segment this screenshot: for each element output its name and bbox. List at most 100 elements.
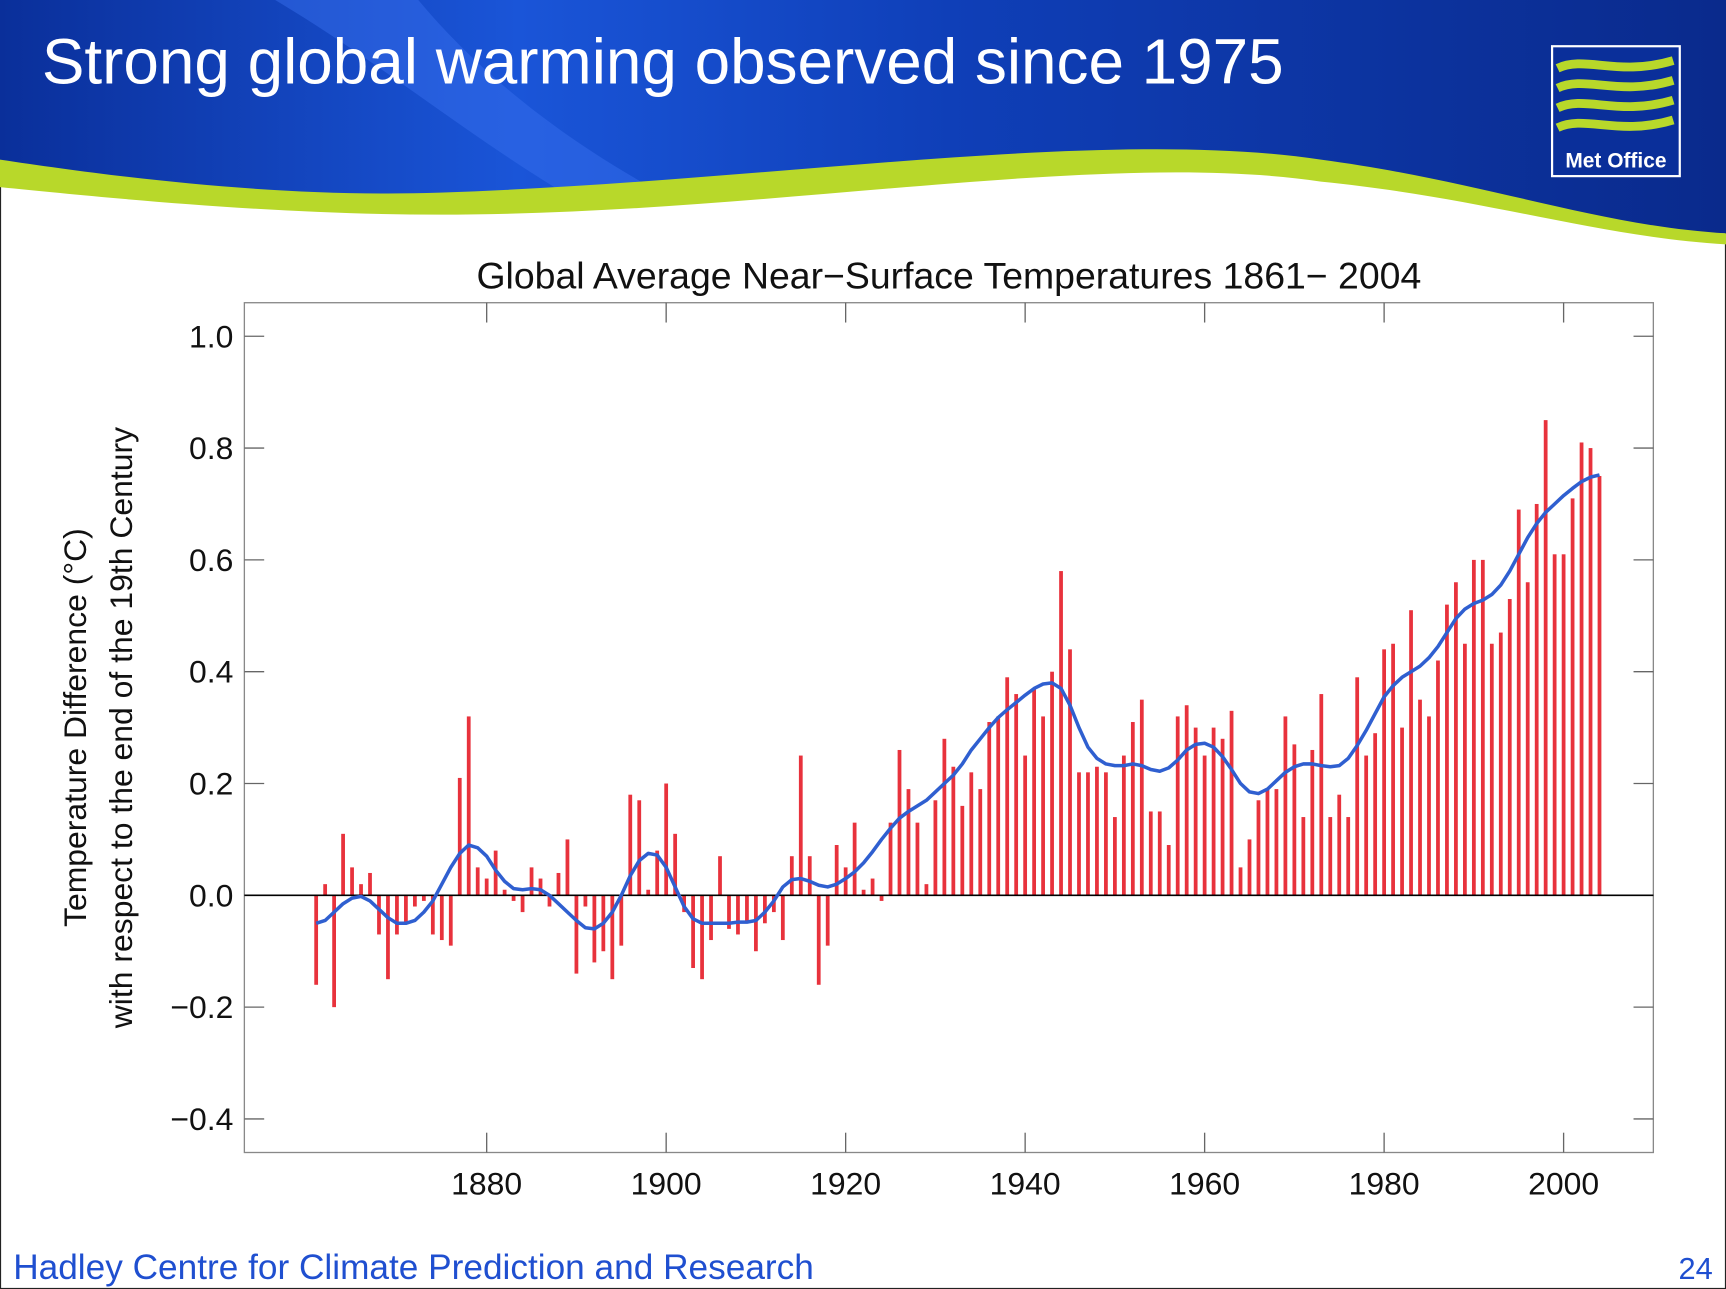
bar — [1561, 554, 1566, 896]
x-tick-label: 1940 — [990, 1165, 1061, 1201]
bar — [314, 895, 319, 985]
bar — [861, 889, 866, 896]
bar — [1382, 649, 1387, 896]
bar — [520, 895, 525, 913]
bar — [754, 895, 758, 952]
bar — [1059, 571, 1063, 896]
bar — [1157, 811, 1162, 896]
bar — [789, 856, 794, 896]
y-tick-label: 0.8 — [189, 430, 233, 466]
bar — [727, 895, 731, 929]
bar — [1480, 559, 1485, 896]
bar — [547, 895, 552, 907]
bar — [439, 895, 444, 941]
bar — [1409, 610, 1413, 896]
bar — [834, 845, 839, 896]
y-tick-label: −0.2 — [170, 989, 233, 1025]
bar — [1418, 699, 1422, 896]
bar — [1310, 749, 1315, 896]
footer-organization: Hadley Centre for Climate Prediction and… — [13, 1248, 814, 1287]
bar — [421, 895, 426, 901]
bar — [1400, 727, 1404, 896]
bar — [951, 766, 956, 896]
bar — [870, 878, 875, 896]
smoothed-line — [315, 473, 1600, 931]
bar — [1274, 789, 1279, 896]
bar — [942, 738, 947, 896]
banner-sheen — [275, 0, 661, 199]
bar — [610, 895, 615, 980]
x-tick-label: 1980 — [1349, 1165, 1420, 1201]
y-tick-label: 1.0 — [189, 318, 233, 354]
bar — [448, 895, 453, 946]
bar — [1534, 503, 1539, 896]
bar — [1337, 794, 1342, 896]
bar — [1175, 716, 1180, 896]
bar — [1265, 789, 1270, 896]
bar — [404, 895, 408, 924]
bar — [430, 895, 435, 935]
bar — [969, 772, 974, 896]
bar — [502, 889, 507, 896]
bar — [852, 822, 857, 896]
bar — [897, 749, 902, 896]
bar — [906, 789, 911, 896]
bar — [1202, 755, 1207, 896]
bar — [646, 889, 651, 896]
bar — [359, 884, 363, 896]
bar — [1489, 643, 1494, 896]
bar — [1570, 498, 1575, 896]
bar — [1328, 817, 1333, 896]
bar — [960, 805, 965, 896]
bar — [1023, 755, 1028, 896]
bar — [664, 783, 669, 896]
bar — [1229, 710, 1234, 896]
logo-text: Met Office — [1565, 149, 1666, 172]
bar — [879, 895, 884, 901]
bar — [1355, 677, 1360, 896]
bar — [1193, 727, 1198, 896]
bar — [1346, 817, 1351, 896]
bar — [1184, 705, 1189, 896]
bar — [556, 872, 561, 896]
bar — [1130, 722, 1135, 896]
bar — [1516, 509, 1521, 896]
y-axis-label: Temperature Difference (°C) — [57, 528, 93, 927]
bar — [1436, 660, 1440, 896]
bar — [1247, 839, 1252, 896]
bar — [538, 878, 543, 896]
y-tick-label: 0.6 — [189, 542, 233, 578]
x-tick-label: 2000 — [1528, 1165, 1599, 1201]
y-tick-label: 0.0 — [189, 877, 233, 913]
bar — [1588, 448, 1593, 896]
bar — [1014, 694, 1019, 896]
bar — [709, 895, 713, 941]
y-tick-label: −0.4 — [170, 1101, 233, 1137]
bar — [1364, 755, 1369, 896]
bar — [1086, 772, 1090, 896]
bar — [1211, 727, 1216, 896]
bar — [736, 895, 740, 935]
bar — [1454, 582, 1458, 896]
banner-wave — [0, 149, 1726, 245]
bar — [780, 895, 785, 941]
y-tick-label: 0.4 — [189, 654, 233, 690]
bar — [637, 800, 642, 896]
bar — [1579, 442, 1584, 896]
bar — [412, 895, 417, 907]
bar — [395, 895, 399, 935]
bar — [332, 895, 336, 1008]
bar — [1148, 811, 1153, 896]
x-tick-label: 1920 — [810, 1165, 881, 1201]
bar — [816, 895, 821, 985]
bar — [475, 867, 480, 896]
bar — [1507, 599, 1512, 896]
bar — [341, 833, 345, 896]
bar — [798, 755, 803, 896]
bar — [565, 839, 570, 896]
bar — [1104, 772, 1108, 896]
bar — [1552, 554, 1557, 896]
bar — [1597, 476, 1602, 896]
bar — [377, 895, 381, 935]
